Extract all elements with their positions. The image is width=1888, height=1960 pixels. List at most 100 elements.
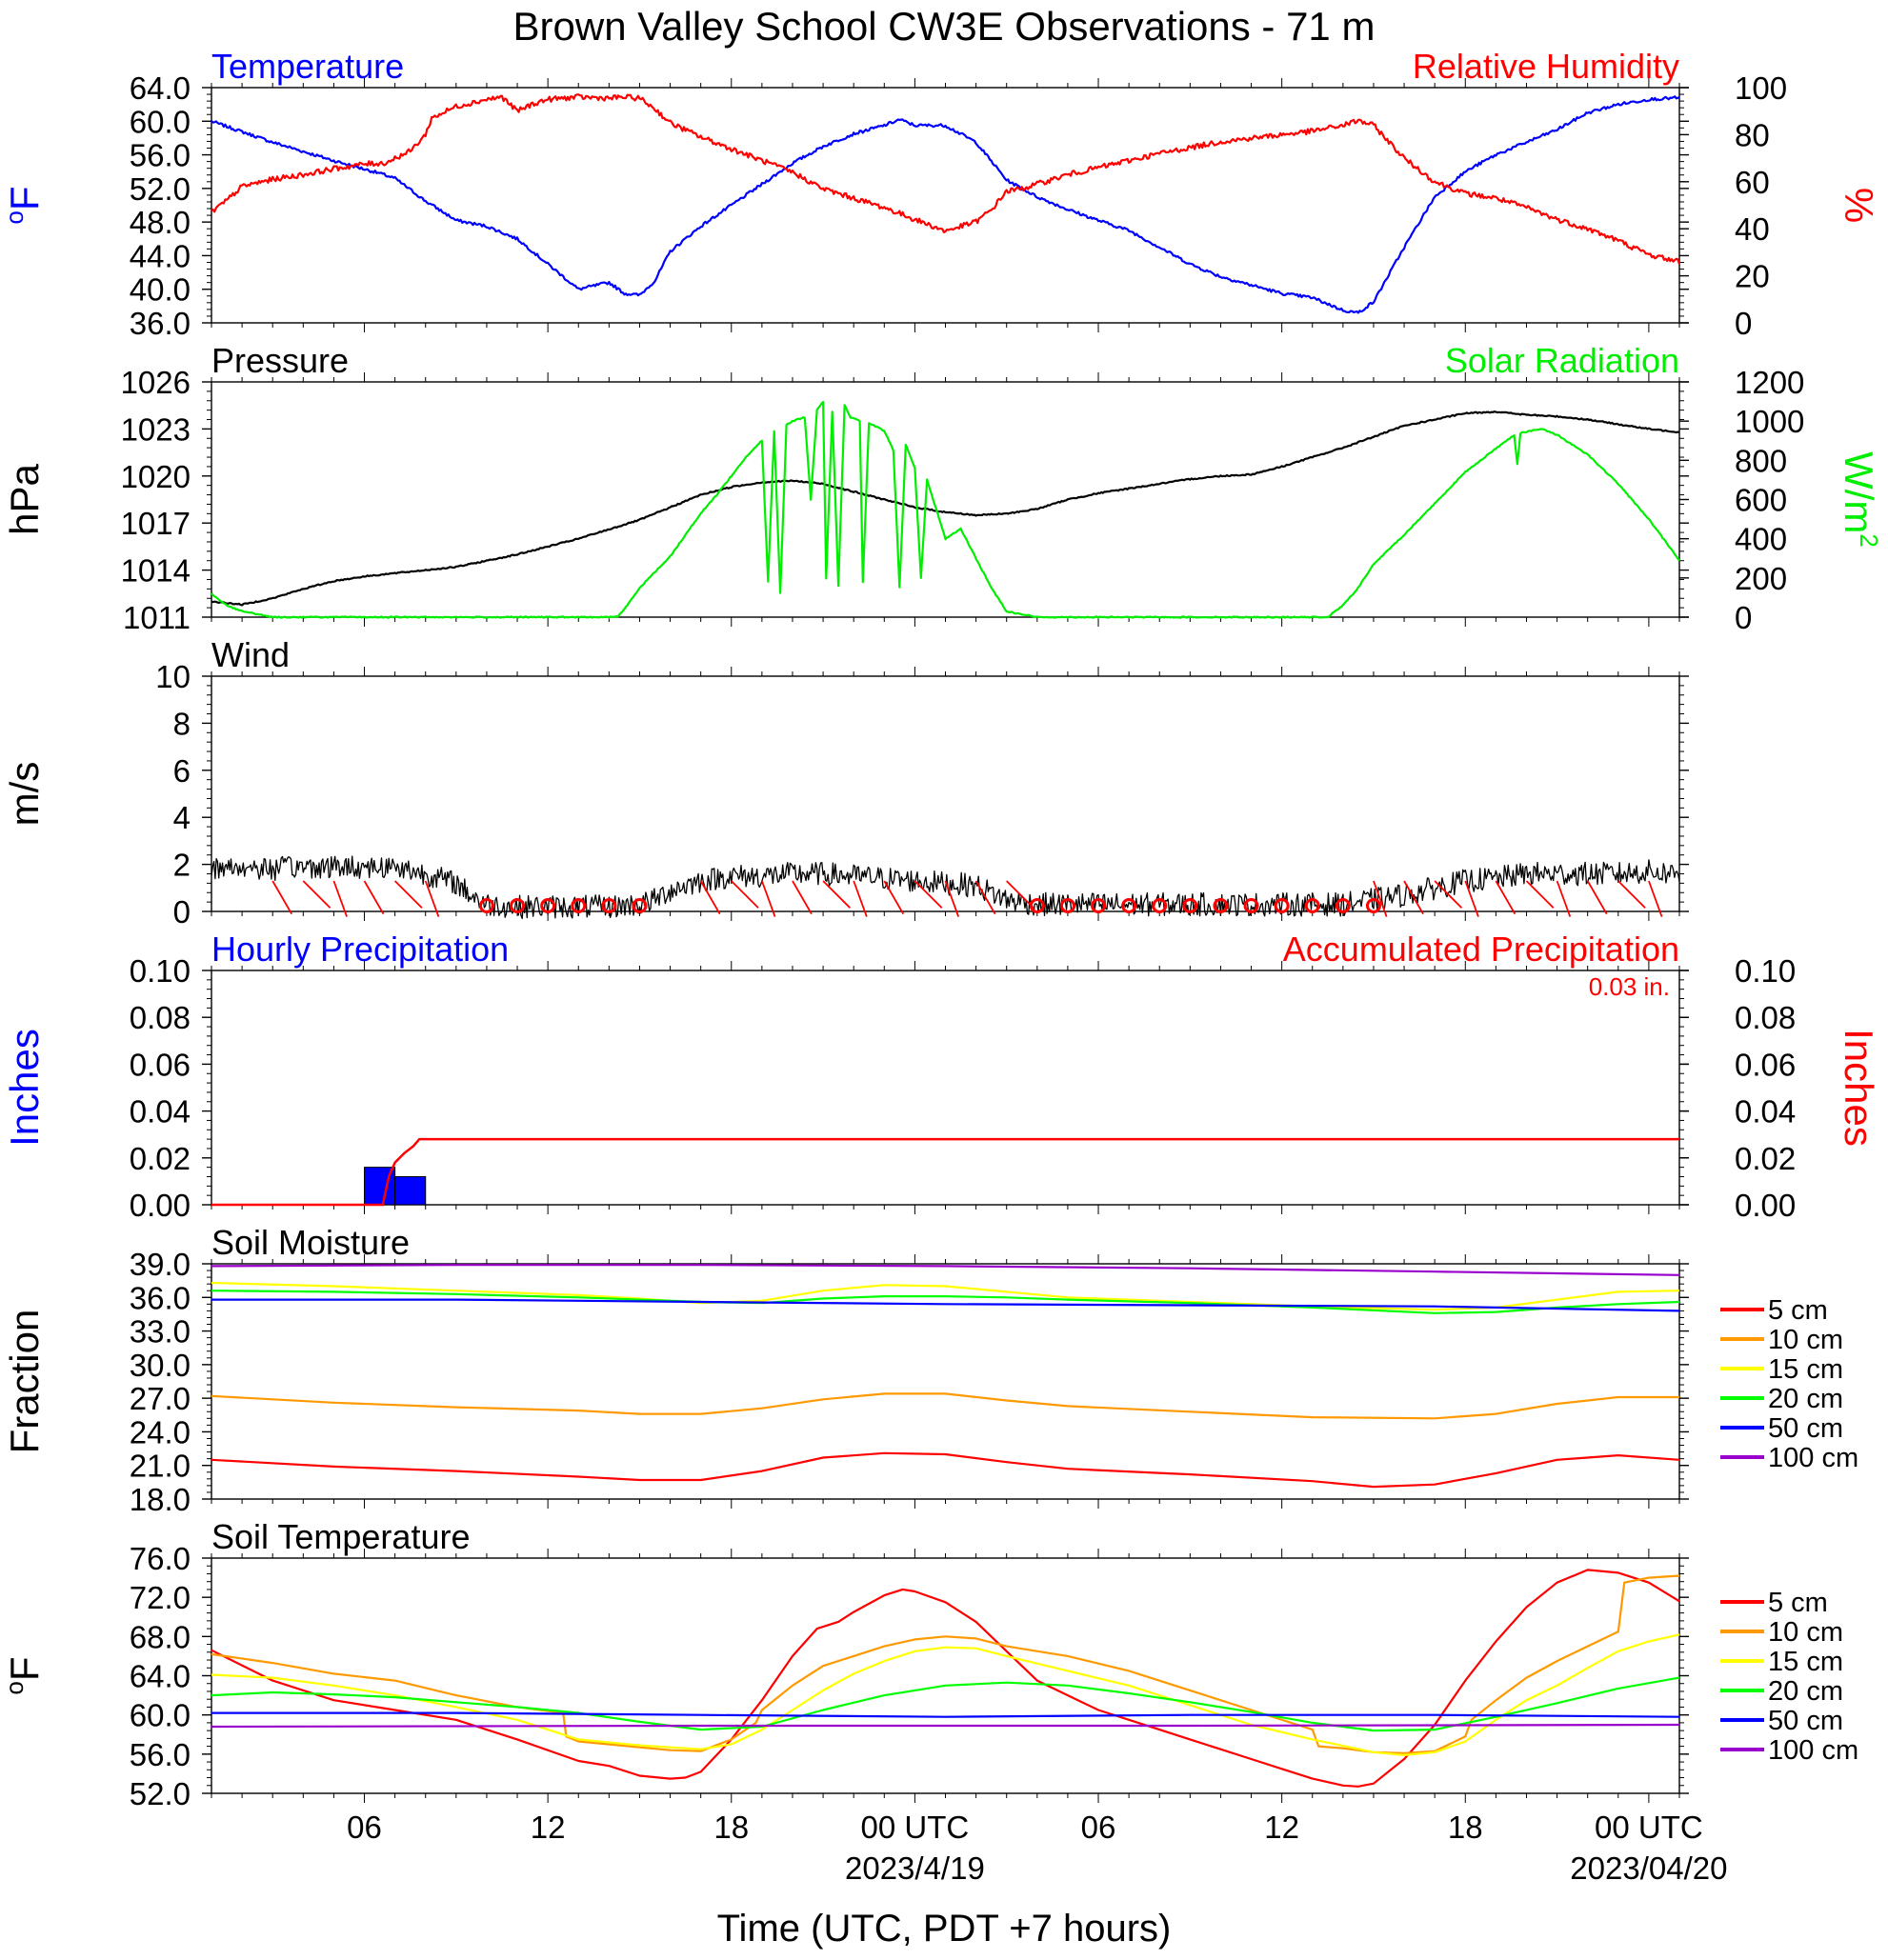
y2-tick-label: 0 (1735, 600, 1752, 635)
wind-barb (853, 880, 868, 917)
x-tick-date-label: 2023/4/19 (845, 1850, 985, 1886)
series-line-50-cm (211, 1711, 1680, 1718)
y2-tick-label: 0.02 (1735, 1141, 1796, 1176)
y2-tick-label: 0.10 (1735, 953, 1796, 989)
calm-wind-circle (1091, 898, 1107, 913)
panel-soil-temperature: 76.0 72.0 68.0 64.0 60.0 56.0 52.0 Soil Tempera… (0, 1517, 1858, 1811)
panel-temperature-rh: 64.060.056.052.048.044.040.036.0 100 80 60 4… (0, 47, 1881, 341)
y-tick-label: 0 (173, 894, 191, 930)
wind-barb (1464, 880, 1479, 917)
series-line-solar-radiation (211, 401, 1680, 619)
calm-wind-circle (478, 898, 494, 913)
panel-title-left: Hourly Precipitation (211, 930, 509, 969)
panel-title-left: Soil Temperature (211, 1517, 470, 1556)
panel-title-left: Wind (211, 635, 290, 674)
y-tick-label: 68.0 (130, 1619, 191, 1654)
y-tick-label: 1014 (121, 553, 191, 589)
y2-tick-label: 0.06 (1735, 1047, 1796, 1082)
wind-barb (1403, 880, 1424, 915)
y-tick-label: 36.0 (130, 306, 191, 341)
y-axis-title-left: Fraction (2, 1310, 47, 1454)
series-line-temperature (211, 95, 1680, 314)
legend-label: 50 cm (1768, 1413, 1843, 1444)
legend-label: 20 cm (1768, 1384, 1843, 1414)
y-tick-label: 30.0 (130, 1348, 191, 1383)
wind-barb (914, 880, 943, 909)
panel-title-left: Pressure (211, 341, 349, 380)
legend-label: 5 cm (1768, 1588, 1828, 1618)
y-tick-label: 4 (173, 800, 191, 835)
panels: 64.060.056.052.048.044.040.036.010080604… (0, 47, 1883, 1811)
series-line-100-cm (211, 1723, 1680, 1729)
y-tick-label: 60.0 (130, 1698, 191, 1733)
y-tick-label: 60.0 (130, 104, 191, 139)
x-tick-label: 00 UTC (1595, 1810, 1703, 1845)
calm-wind-circle (1274, 898, 1290, 913)
y2-tick-label: 20 (1735, 259, 1770, 294)
y-tick-label: 8 (173, 706, 191, 741)
y-tick-label: 1017 (121, 506, 191, 541)
calm-wind-circle (1243, 898, 1259, 913)
y-tick-label: 2 (173, 848, 191, 883)
y-tick-label: 0.06 (130, 1047, 191, 1082)
y-tick-label: 21.0 (130, 1449, 191, 1484)
y2-tick-label: 0.08 (1735, 1000, 1796, 1035)
series-line-20-cm (211, 1290, 1680, 1314)
wind-barb (332, 880, 348, 917)
x-axis-title: Time (UTC, PDT +7 hours) (717, 1908, 1172, 1950)
panel-soil-moisture: 39.036.033.030.027.024.021.018.0 Soil Moi… (2, 1223, 1858, 1517)
panel-title-left: Soil Moisture (211, 1223, 410, 1262)
y2-tick-label: 40 (1735, 211, 1770, 247)
calm-wind-circle (1182, 898, 1198, 913)
legend-label: 50 cm (1768, 1706, 1843, 1736)
wind-barb (1586, 880, 1608, 915)
y-axis-title-left: m/s (2, 762, 47, 827)
calm-wind-circle (1152, 898, 1168, 913)
plot-frame (211, 381, 1680, 618)
x-tick-label: 06 (347, 1810, 382, 1845)
x-tick-date-label: 2023/04/20 (1570, 1850, 1727, 1886)
legend-label: 20 cm (1768, 1676, 1843, 1707)
y-tick-label: 18.0 (130, 1482, 191, 1517)
plot-frame (211, 970, 1680, 1206)
accumulated-precip-line (211, 1137, 1679, 1207)
y2-tick-label: 800 (1735, 443, 1787, 478)
accum-total-label: 0.03 in. (1589, 972, 1670, 1001)
calm-wind-circle (1365, 898, 1381, 913)
wind-barb (883, 880, 905, 915)
wind-barb (1556, 880, 1572, 917)
y-tick-label: 1020 (121, 459, 191, 494)
calm-wind-circle (632, 898, 648, 913)
wind-barb (424, 880, 440, 917)
y2-tick-label: 0 (1735, 306, 1752, 341)
series-line-50-cm (211, 1298, 1680, 1312)
y-tick-label: 76.0 (130, 1541, 191, 1576)
y-tick-label: 0.00 (130, 1188, 191, 1223)
x-tick-label: 06 (1081, 1810, 1116, 1845)
y-axis-title-left: oF (0, 186, 47, 224)
panel-title-right: Relative Humidity (1413, 47, 1679, 86)
y-axis-title-left: Inches (2, 1029, 47, 1147)
calm-wind-circle (1304, 898, 1320, 913)
y-tick-label: 56.0 (130, 138, 191, 173)
series-line-10-cm (211, 1392, 1679, 1420)
calm-wind-circle (601, 898, 617, 913)
wind-barb (699, 880, 721, 915)
y-axis-title-right: W/m2 (1837, 451, 1883, 548)
wind-barb (822, 880, 852, 909)
y2-tick-label: 600 (1735, 483, 1787, 518)
wind-barb (1525, 880, 1555, 909)
wind-barb (271, 880, 292, 915)
wind-barb (761, 880, 776, 917)
wind-barb (363, 880, 385, 915)
y-tick-label: 39.0 (130, 1247, 191, 1282)
calm-wind-circle (1029, 898, 1045, 913)
series-line-5-cm (211, 1569, 1680, 1788)
panel-title-right: Accumulated Precipitation (1283, 930, 1679, 969)
panel-wind: 10 8 6 4 2 0 Wind m/s (2, 635, 1689, 930)
wind-barb (1373, 880, 1388, 917)
legend-label: 100 cm (1768, 1735, 1858, 1766)
y-tick-label: 40.0 (130, 272, 191, 308)
y-axis-title-left: oF (0, 1656, 47, 1694)
